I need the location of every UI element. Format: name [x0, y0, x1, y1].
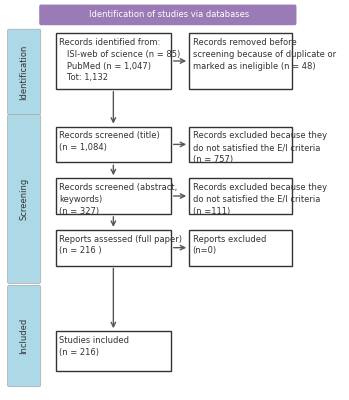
Text: Identification: Identification: [20, 44, 29, 100]
Text: Reports excluded
(n=0): Reports excluded (n=0): [193, 234, 266, 255]
Text: Reports assessed (full paper)
(n = 216 ): Reports assessed (full paper) (n = 216 ): [59, 234, 183, 255]
FancyBboxPatch shape: [189, 126, 292, 162]
Text: Identification of studies via databases: Identification of studies via databases: [89, 10, 250, 19]
FancyBboxPatch shape: [39, 4, 296, 25]
FancyBboxPatch shape: [7, 114, 41, 284]
FancyBboxPatch shape: [56, 178, 171, 214]
Text: Records identified from:
   ISI-web of science (n = 85)
   PubMed (n = 1,047)
  : Records identified from: ISI-web of scie…: [59, 38, 181, 82]
FancyBboxPatch shape: [7, 286, 41, 387]
FancyBboxPatch shape: [56, 230, 171, 266]
Text: Records screened (abstract,
keywords)
(n = 327): Records screened (abstract, keywords) (n…: [59, 183, 178, 216]
FancyBboxPatch shape: [56, 331, 171, 371]
FancyBboxPatch shape: [189, 178, 292, 214]
Text: Records excluded because they
do not satisfied the E/I criteria
(n =111): Records excluded because they do not sat…: [193, 183, 327, 216]
FancyBboxPatch shape: [189, 230, 292, 266]
FancyBboxPatch shape: [56, 126, 171, 162]
Text: Records excluded because they
do not satisfied the E/I criteria
(n = 757): Records excluded because they do not sat…: [193, 131, 327, 164]
Text: Included: Included: [20, 318, 29, 354]
Text: Studies included
(n = 216): Studies included (n = 216): [59, 336, 129, 357]
FancyBboxPatch shape: [56, 33, 171, 89]
Text: Records screened (title)
(n = 1,084): Records screened (title) (n = 1,084): [59, 131, 160, 152]
Text: Records removed before
screening because of duplicate or
marked as ineligible (n: Records removed before screening because…: [193, 38, 336, 70]
FancyBboxPatch shape: [7, 29, 41, 114]
Text: Screening: Screening: [20, 178, 29, 220]
FancyBboxPatch shape: [189, 33, 292, 89]
